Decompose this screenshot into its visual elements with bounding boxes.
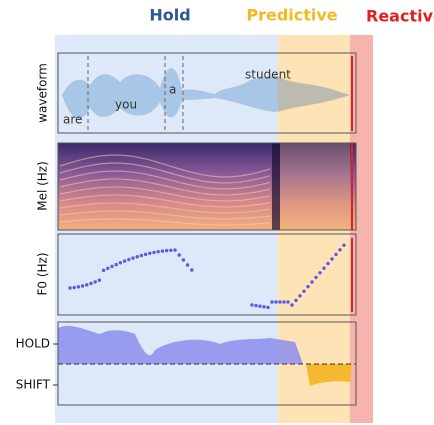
- f0-point: [258, 304, 262, 308]
- f0-point: [114, 262, 118, 267]
- f0-point: [131, 256, 135, 260]
- panel-label: SHIFT: [16, 378, 51, 392]
- mel-panel: Mel (Hz): [36, 142, 357, 231]
- harmonic: [59, 162, 271, 184]
- f0-point: [177, 253, 181, 257]
- f0-point: [164, 248, 169, 253]
- f0-point: [106, 266, 110, 271]
- f0-point: [298, 294, 302, 298]
- harmonic: [59, 186, 271, 202]
- f0-point: [326, 261, 330, 266]
- harmonic: [59, 210, 271, 220]
- panel-frame: [57, 321, 357, 406]
- shift-area: [306, 364, 352, 386]
- f0-point: [181, 258, 186, 262]
- harmonic: [59, 202, 271, 214]
- f0-point: [270, 300, 274, 304]
- f0-contour: [68, 243, 346, 310]
- f0-point: [169, 248, 173, 252]
- f0-point: [322, 266, 326, 270]
- f0-point: [302, 289, 306, 293]
- f0-point: [338, 248, 342, 252]
- panel-frame: [57, 52, 357, 134]
- f0-point: [139, 253, 144, 258]
- f0-panel: F0 (Hz): [36, 233, 357, 316]
- f0-point: [93, 280, 97, 284]
- panel-frame: [57, 233, 357, 316]
- f0-point: [190, 268, 194, 272]
- harmonic: [59, 170, 271, 190]
- f0-point: [250, 303, 254, 307]
- f0-point: [156, 250, 160, 254]
- mel-harmonics: [59, 154, 271, 226]
- word: student: [245, 68, 291, 82]
- panel-label: F0 (Hz): [36, 252, 50, 295]
- predictive-title: Predictive: [246, 6, 337, 25]
- mel-cut: [272, 143, 280, 230]
- panel-label: waveform: [36, 63, 50, 123]
- f0-point: [342, 243, 346, 247]
- f0-point: [135, 255, 139, 259]
- waveform-predicted: [278, 78, 350, 112]
- f0-point: [68, 286, 72, 290]
- f0-point: [160, 249, 165, 253]
- f0-point: [143, 252, 148, 257]
- f0-point: [118, 261, 123, 265]
- panel-label: Mel (Hz): [36, 161, 50, 211]
- f0-point: [286, 300, 290, 304]
- f0-point: [314, 275, 318, 280]
- f0-point: [122, 259, 127, 263]
- f0-point: [294, 298, 298, 303]
- reactive-title: Reactive: [366, 7, 434, 26]
- f0-point: [185, 263, 190, 267]
- panel-frame: [57, 142, 357, 231]
- f0-point: [89, 281, 93, 286]
- panel-label: HOLD: [16, 337, 50, 351]
- mel-predicted: [280, 143, 350, 230]
- f0-point: [254, 303, 258, 308]
- f0-point: [80, 284, 85, 288]
- hold-area: [58, 325, 303, 364]
- f0-point: [274, 300, 278, 304]
- harmonic: [59, 194, 271, 208]
- f0-point: [310, 280, 314, 284]
- f0-point: [330, 257, 334, 261]
- f0-point: [266, 305, 270, 310]
- turn-panel: HOLD SHIFT: [16, 321, 357, 406]
- f0-point: [76, 285, 81, 289]
- f0-point: [72, 285, 76, 290]
- f0-point: [101, 268, 106, 273]
- f0-point: [127, 257, 131, 262]
- f0-point: [97, 278, 102, 282]
- mel-spectrogram: [58, 143, 356, 230]
- harmonic: [59, 178, 271, 196]
- word: a: [169, 83, 176, 97]
- harmonic: [59, 218, 271, 226]
- f0-point: [85, 283, 89, 287]
- f0-point: [290, 303, 294, 307]
- f0-point: [148, 251, 152, 256]
- f0-point: [282, 300, 286, 304]
- f0-point: [262, 305, 266, 309]
- f0-point: [318, 271, 322, 275]
- word: you: [115, 98, 137, 112]
- f0-point: [278, 300, 282, 304]
- f0-point: [173, 248, 177, 252]
- waveform-panel: are you a student waveform: [36, 52, 357, 134]
- hold-title: Hold: [149, 6, 190, 25]
- harmonic: [59, 154, 271, 178]
- f0-point: [152, 250, 156, 255]
- f0-point: [110, 264, 114, 269]
- f0-point: [306, 284, 310, 289]
- f0-point: [334, 252, 338, 257]
- word: are: [63, 113, 82, 127]
